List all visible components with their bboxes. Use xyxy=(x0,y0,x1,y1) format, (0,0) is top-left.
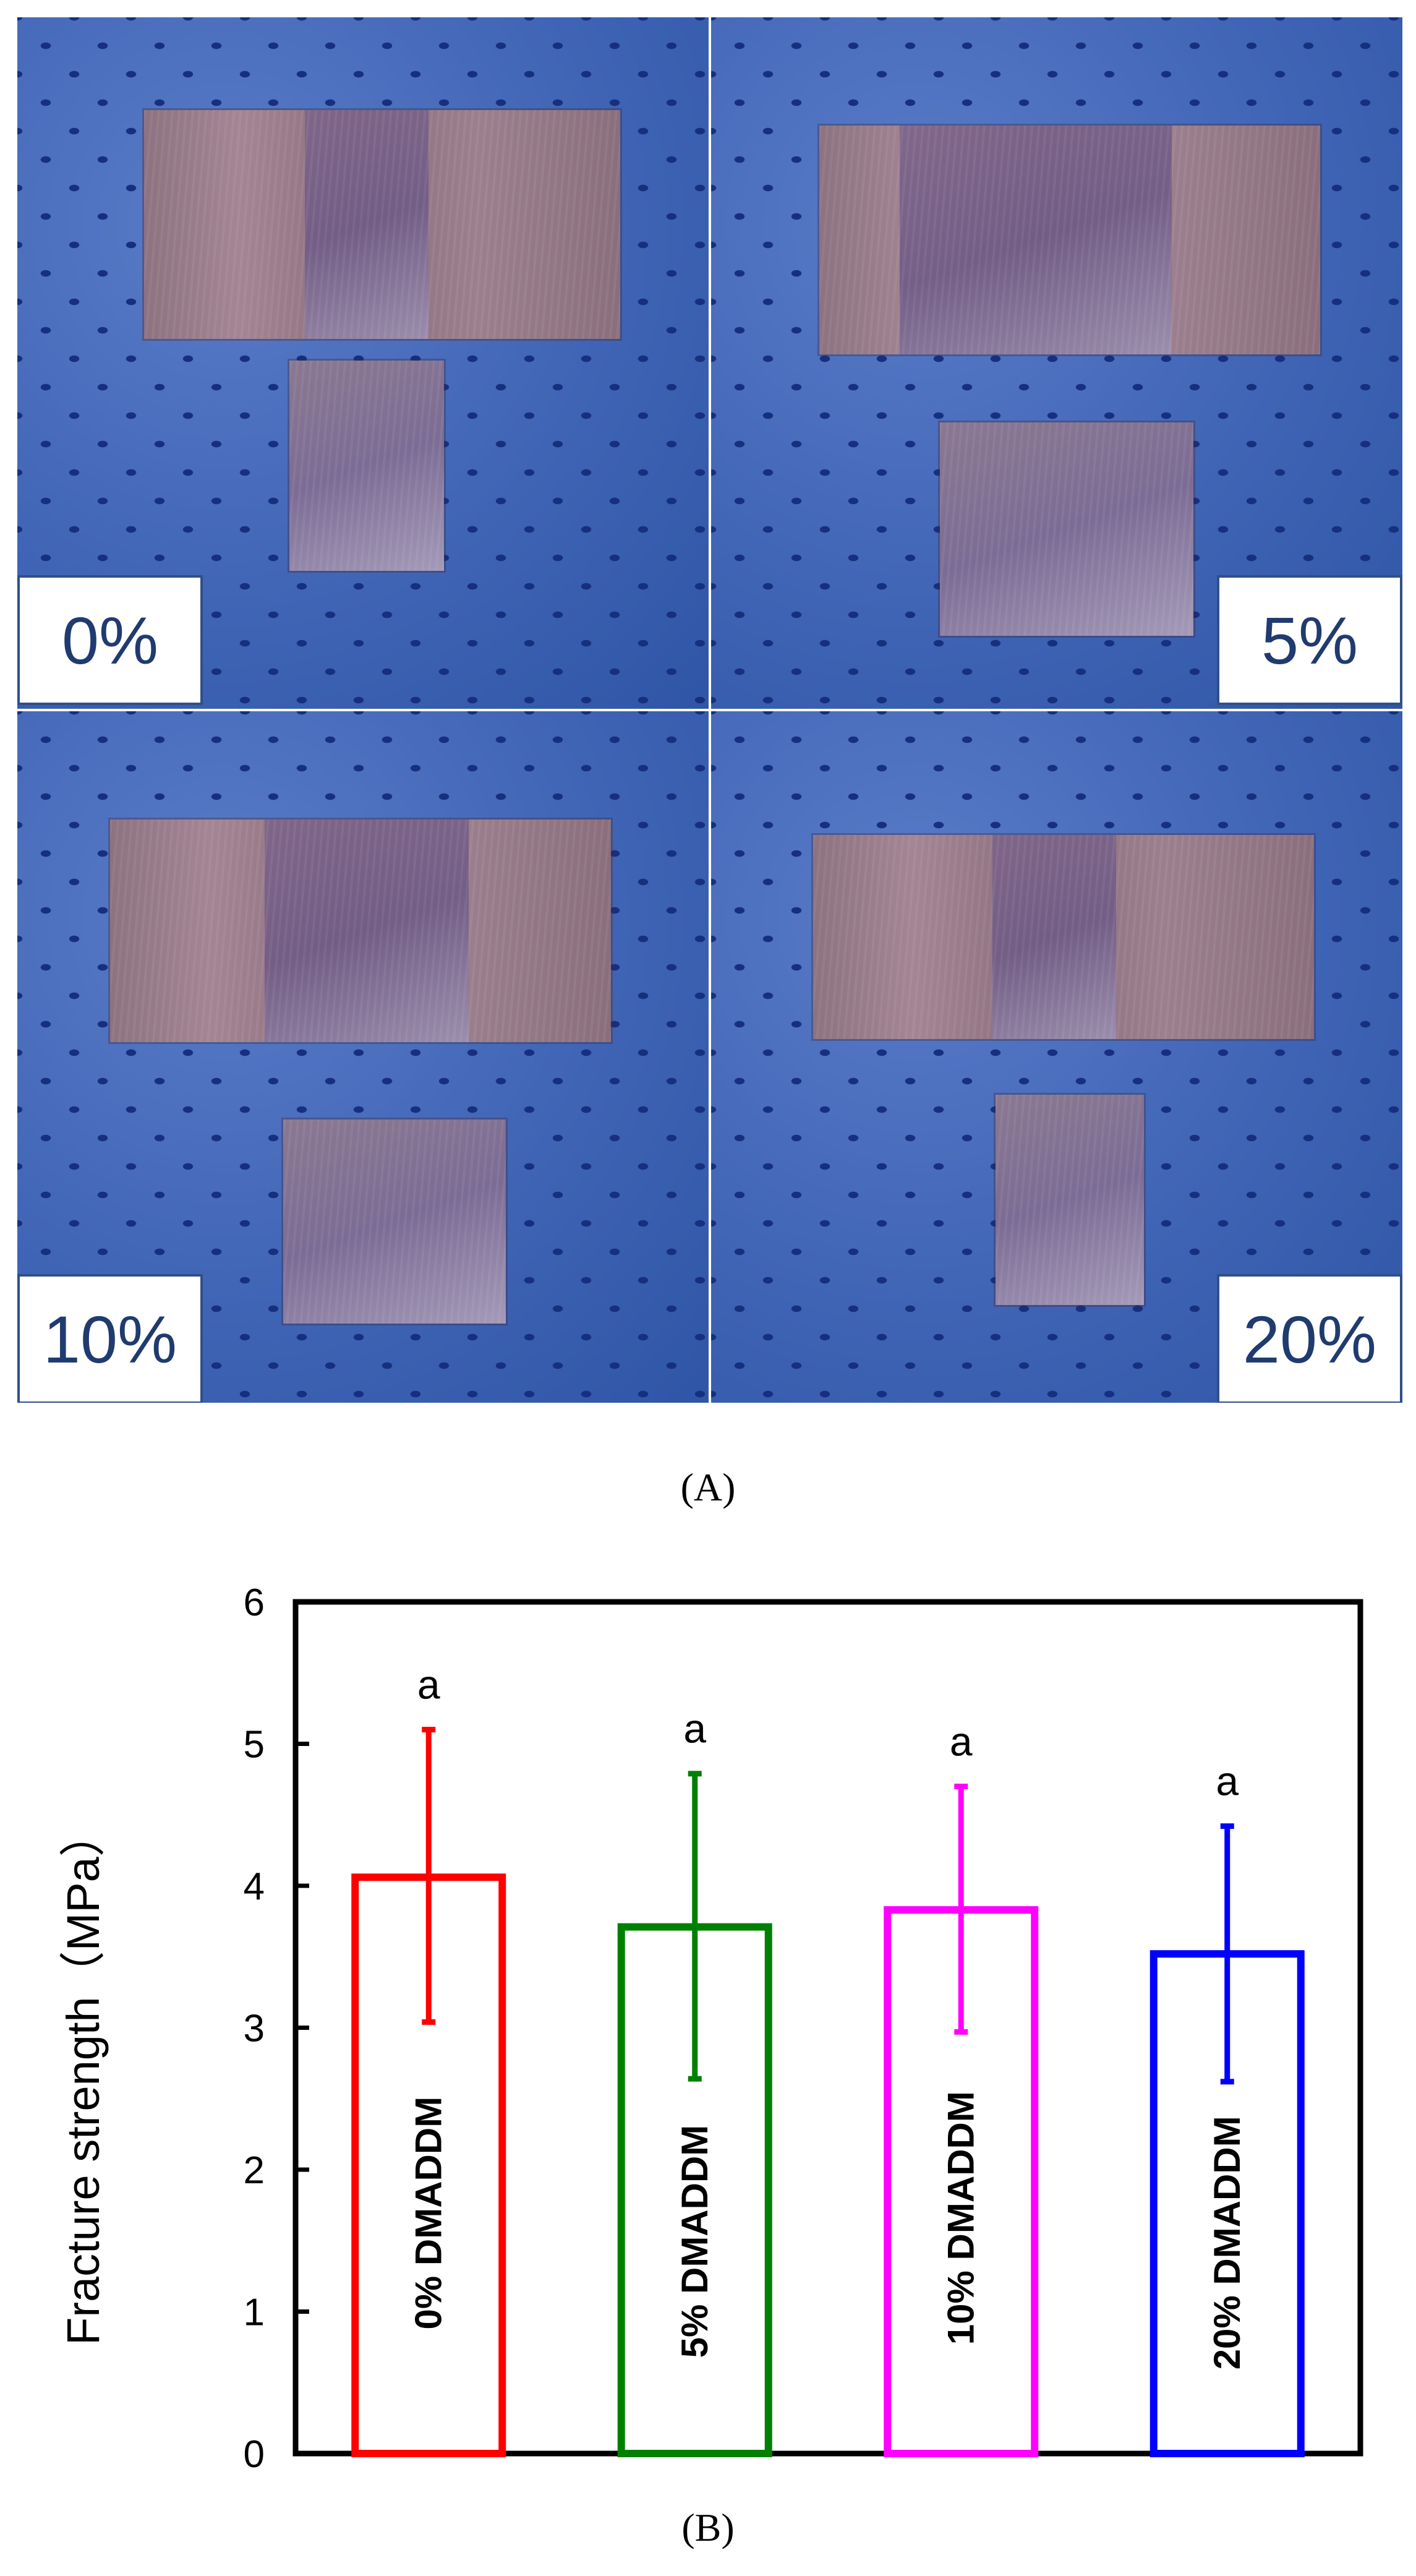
significance-letter: a xyxy=(683,1706,706,1752)
tissue-strip xyxy=(144,110,620,339)
bar-category-label: 5% DMADDM xyxy=(674,2125,715,2358)
percent-text: 20% xyxy=(1242,1301,1377,1377)
percent-label-0: 0% xyxy=(17,575,203,705)
photo-grid: 0% 5% 10% 20% xyxy=(17,17,1402,1403)
y-tick-label: 4 xyxy=(244,1865,265,1908)
panel-a-label: (A) xyxy=(680,1465,736,1509)
y-tick-label: 6 xyxy=(244,1581,265,1624)
bar-category-label: 20% DMADDM xyxy=(1206,2116,1248,2369)
photo-panel-5: 5% xyxy=(711,17,1402,709)
photo-panel-10: 10% xyxy=(17,711,709,1403)
percent-text: 10% xyxy=(43,1301,177,1377)
tissue-strip xyxy=(819,126,1320,354)
photo-panel-0: 0% xyxy=(17,17,709,709)
bar-category-label: 0% DMADDM xyxy=(407,2097,449,2330)
tissue-fragment xyxy=(283,1119,506,1324)
percent-label-20: 20% xyxy=(1217,1274,1402,1403)
y-tick-label: 1 xyxy=(244,2291,265,2334)
significance-letter: a xyxy=(1216,1758,1239,1804)
bar-chart: Fracture strength（MPa） 0 1 2 3 4 5 6 a 0% DMADDM… xyxy=(58,1581,1363,2476)
percent-text: 5% xyxy=(1261,602,1358,678)
percent-text: 0% xyxy=(61,602,159,678)
photo-panel-20: 20% xyxy=(711,711,1402,1403)
percent-label-5: 5% xyxy=(1217,575,1402,705)
tissue-fragment xyxy=(940,422,1193,636)
bar-category-label: 10% DMADDM xyxy=(940,2091,981,2345)
plot-frame xyxy=(292,1599,1363,2457)
y-tick-label: 3 xyxy=(244,2008,265,2050)
tissue-strip xyxy=(813,835,1314,1039)
y-tick-label: 2 xyxy=(244,2149,265,2192)
significance-letter: a xyxy=(417,1662,440,1708)
percent-label-10: 10% xyxy=(17,1274,203,1403)
y-axis-label: Fracture strength（MPa） xyxy=(58,1811,109,2345)
significance-letter: a xyxy=(950,1718,973,1764)
tissue-strip xyxy=(110,819,611,1042)
y-tick-label: 0 xyxy=(244,2433,265,2476)
tissue-fragment xyxy=(996,1095,1144,1305)
panel-b-label: (B) xyxy=(681,2505,735,2549)
y-tick-label: 5 xyxy=(244,1724,265,1766)
tissue-fragment xyxy=(289,361,444,571)
